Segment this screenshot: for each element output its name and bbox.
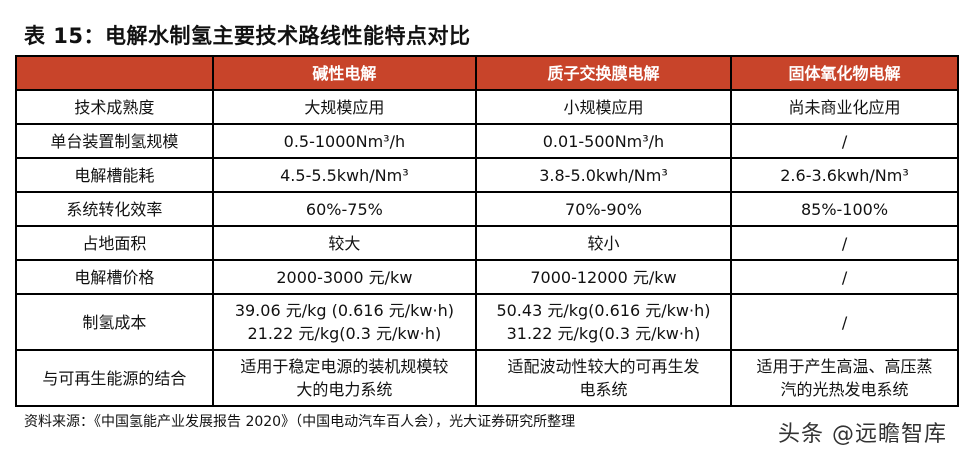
cell: 较小 [474,225,733,261]
row-label: 电解槽能耗 [15,157,214,193]
header-soec: 固体氧化物电解 [730,55,959,91]
cell: 7000-12000 元/kw [474,259,733,295]
cell: / [730,123,959,159]
cell-line: 21.22 元/kg(0.3 元/kw·h) [247,324,442,343]
row-label: 单台装置制氢规模 [15,123,214,159]
cell-line: 适配波动性较大的可再生发 [507,357,700,376]
cell: 适配波动性较大的可再生发 电系统 [474,349,733,407]
cell-line: 汽的光热发电系统 [780,380,909,399]
cell-line: 50.43 元/kg(0.616 元/kw·h) [496,301,711,320]
cell-line: 39.06 元/kg (0.616 元/kw·h) [234,301,454,320]
cell: 4.5-5.5kwh/Nm³ [211,157,477,193]
source-note: 资料来源：《中国氢能产业发展报告 2020》（中国电动汽车百人会），光大证券研究… [24,414,576,430]
watermark: 头条 @远瞻智库 [778,422,947,447]
header-blank [15,55,214,91]
cell: 适用于产生高温、高压蒸 汽的光热发电系统 [730,349,959,407]
cell: 小规模应用 [474,89,733,125]
table-row: 技术成熟度 大规模应用 小规模应用 尚未商业化应用 [15,89,959,125]
table-title: 表 15：电解水制氢主要技术路线性能特点对比 [24,24,471,48]
cell: 60%-75% [211,191,477,227]
cell-line: 适用于稳定电源的装机规模较 [240,357,449,376]
table-row: 电解槽价格 2000-3000 元/kw 7000-12000 元/kw / [15,259,959,295]
cell-line: / [841,312,848,332]
cell: 2.6-3.6kwh/Nm³ [730,157,959,193]
cell: / [730,225,959,261]
table-row: 单台装置制氢规模 0.5-1000Nm³/h 0.01-500Nm³/h / [15,123,959,159]
table-row: 与可再生能源的结合 适用于稳定电源的装机规模较 大的电力系统 适配波动性较大的可… [15,349,959,407]
table-row: 电解槽能耗 4.5-5.5kwh/Nm³ 3.8-5.0kwh/Nm³ 2.6-… [15,157,959,193]
comparison-table: 碱性电解 质子交换膜电解 固体氧化物电解 技术成熟度 大规模应用 小规模应用 尚… [15,55,959,407]
row-label: 制氢成本 [15,293,214,351]
cell: / [730,293,959,351]
cell: / [730,259,959,295]
cell: 3.8-5.0kwh/Nm³ [474,157,733,193]
row-label: 与可再生能源的结合 [15,349,214,407]
cell: 0.5-1000Nm³/h [211,123,477,159]
cell: 大规模应用 [211,89,477,125]
header-pem: 质子交换膜电解 [474,55,733,91]
cell: 50.43 元/kg(0.616 元/kw·h) 31.22 元/kg(0.3 … [474,293,733,351]
cell-line: 31.22 元/kg(0.3 元/kw·h) [506,324,701,343]
table-row: 占地面积 较大 较小 / [15,225,959,261]
cell-line: 适用于产生高温、高压蒸 [756,357,933,376]
header-alkaline: 碱性电解 [211,55,477,91]
row-label: 技术成熟度 [15,89,214,125]
table-row: 制氢成本 39.06 元/kg (0.616 元/kw·h) 21.22 元/k… [15,293,959,351]
cell: 较大 [211,225,477,261]
cell-line: 大的电力系统 [296,380,393,399]
row-label: 电解槽价格 [15,259,214,295]
row-label: 占地面积 [15,225,214,261]
cell: 2000-3000 元/kw [211,259,477,295]
cell: 适用于稳定电源的装机规模较 大的电力系统 [211,349,477,407]
cell: 39.06 元/kg (0.616 元/kw·h) 21.22 元/kg(0.3… [211,293,477,351]
header-row: 碱性电解 质子交换膜电解 固体氧化物电解 [15,55,959,91]
cell-line: 电系统 [579,380,628,399]
table-row: 系统转化效率 60%-75% 70%-90% 85%-100% [15,191,959,227]
row-label: 系统转化效率 [15,191,214,227]
cell: 0.01-500Nm³/h [474,123,733,159]
cell: 85%-100% [730,191,959,227]
cell: 70%-90% [474,191,733,227]
cell: 尚未商业化应用 [730,89,959,125]
